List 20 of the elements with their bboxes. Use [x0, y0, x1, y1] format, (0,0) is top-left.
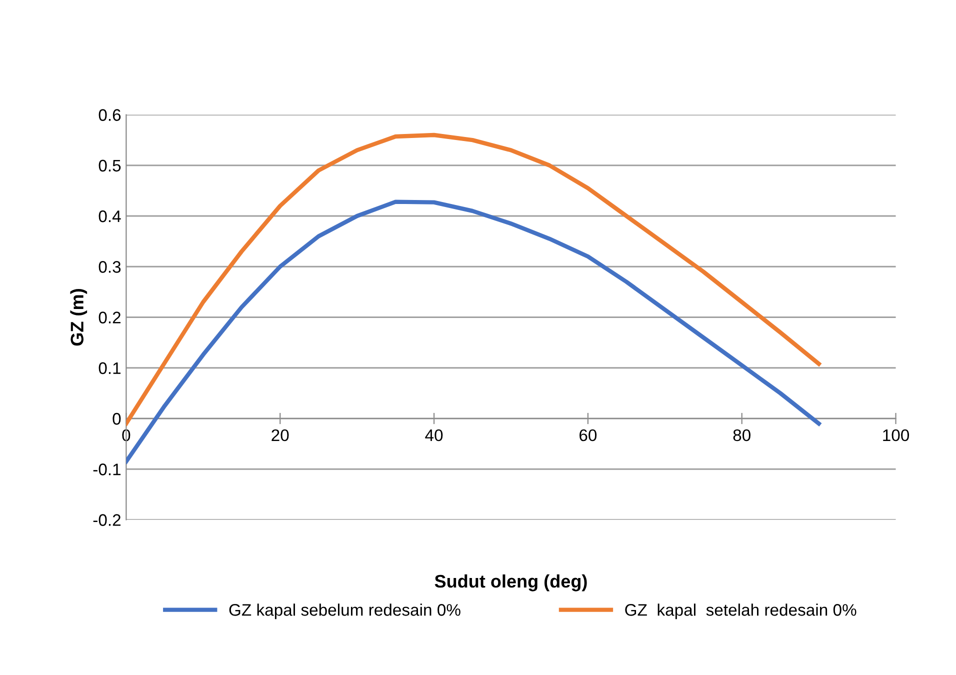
x-tick-label: 0: [122, 429, 130, 442]
y-tick-label: 0.4: [98, 210, 121, 222]
x-tick-label: 40: [425, 429, 443, 442]
y-tick-label: 0.3: [98, 261, 121, 273]
legend-label: GZ kapal sebelum redesain 0%: [229, 604, 460, 620]
legend-label: GZ kapal setelah redesain 0%: [625, 604, 856, 620]
x-tick-label: 60: [580, 429, 597, 442]
y-tick-label: -0.1: [93, 464, 121, 476]
y-tick-label: 0.5: [98, 160, 121, 172]
y-tick-label: 0: [112, 412, 121, 425]
x-tick-label: 80: [733, 429, 750, 442]
line-series: [126, 132, 821, 426]
x-tick-label: 20: [272, 429, 289, 442]
y-tick-label: 0.6: [98, 109, 121, 121]
x-axis-title: Sudut oleng (deg): [434, 574, 587, 592]
x-tick-label: 100: [883, 429, 910, 442]
y-tick-label: 0.2: [98, 312, 120, 324]
y-axis-title: GZ (m): [70, 289, 88, 346]
y-tick-label: -0.2: [93, 514, 120, 526]
y-tick-label: 0.1: [98, 362, 121, 374]
